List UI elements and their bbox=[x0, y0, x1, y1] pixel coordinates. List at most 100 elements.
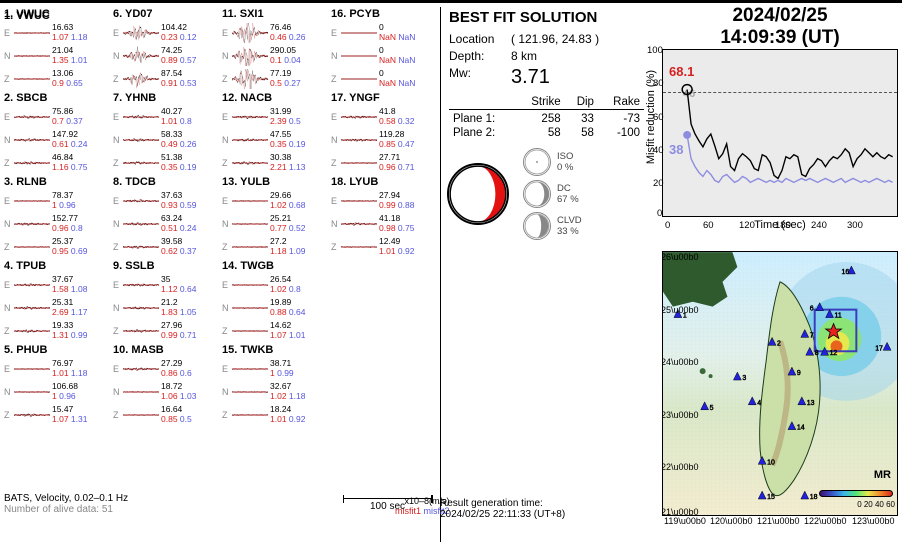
trace-row-5-Z[interactable]: Z 15.47 1.07 1.31 bbox=[4, 403, 112, 426]
trace-waveform-17-Z[interactable] bbox=[341, 153, 377, 173]
trace-waveform-16-E[interactable] bbox=[341, 23, 377, 43]
trace-waveform-11-Z[interactable] bbox=[232, 69, 268, 89]
trace-row-6-E[interactable]: E 104.42 0.23 0.12 bbox=[113, 21, 221, 44]
trace-waveform-18-N[interactable] bbox=[341, 214, 377, 234]
trace-waveform-5-Z[interactable] bbox=[14, 405, 50, 425]
trace-waveform-3-E[interactable] bbox=[14, 191, 50, 211]
trace-row-18-E[interactable]: E 27.94 0.99 0.88 bbox=[331, 189, 439, 212]
trace-row-1-N[interactable]: N 21.04 1.35 1.01 bbox=[4, 44, 112, 67]
trace-waveform-15-Z[interactable] bbox=[232, 405, 268, 425]
trace-waveform-3-N[interactable] bbox=[14, 214, 50, 234]
trace-waveform-17-E[interactable] bbox=[341, 107, 377, 127]
trace-row-16-E[interactable]: E 0 NaN NaN bbox=[331, 21, 439, 44]
trace-row-18-Z[interactable]: Z 12.49 1.01 0.92 bbox=[331, 235, 439, 258]
trace-row-4-E[interactable]: E 37.67 1.58 1.08 bbox=[4, 273, 112, 296]
trace-row-13-E[interactable]: E 29.66 1.02 0.68 bbox=[222, 189, 330, 212]
trace-row-10-Z[interactable]: Z 16.64 0.85 0.5 bbox=[113, 403, 221, 426]
trace-waveform-4-E[interactable] bbox=[14, 275, 50, 295]
trace-waveform-8-N[interactable] bbox=[123, 214, 159, 234]
trace-waveform-2-Z[interactable] bbox=[14, 153, 50, 173]
trace-waveform-8-E[interactable] bbox=[123, 191, 159, 211]
trace-waveform-2-E[interactable] bbox=[14, 107, 50, 127]
trace-waveform-4-Z[interactable] bbox=[14, 321, 50, 341]
trace-waveform-5-E[interactable] bbox=[14, 359, 50, 379]
trace-waveform-2-N[interactable] bbox=[14, 130, 50, 150]
trace-waveform-15-E[interactable] bbox=[232, 359, 268, 379]
trace-waveform-10-E[interactable] bbox=[123, 359, 159, 379]
trace-waveform-1-N[interactable] bbox=[14, 46, 50, 66]
trace-waveform-17-N[interactable] bbox=[341, 130, 377, 150]
trace-row-9-N[interactable]: N 21.2 1.83 1.05 bbox=[113, 296, 221, 319]
trace-waveform-16-Z[interactable] bbox=[341, 69, 377, 89]
trace-row-12-N[interactable]: N 47.55 0.35 0.19 bbox=[222, 128, 330, 151]
trace-waveform-18-Z[interactable] bbox=[341, 237, 377, 257]
trace-waveform-16-N[interactable] bbox=[341, 46, 377, 66]
trace-waveform-7-E[interactable] bbox=[123, 107, 159, 127]
trace-waveform-10-Z[interactable] bbox=[123, 405, 159, 425]
trace-waveform-5-N[interactable] bbox=[14, 382, 50, 402]
trace-row-2-N[interactable]: N 147.92 0.61 0.24 bbox=[4, 128, 112, 151]
trace-row-8-E[interactable]: E 37.63 0.93 0.59 bbox=[113, 189, 221, 212]
trace-row-5-N[interactable]: N 106.68 1 0.96 bbox=[4, 380, 112, 403]
trace-row-1-Z[interactable]: Z 13.06 0.9 0.65 bbox=[4, 67, 112, 90]
trace-row-8-Z[interactable]: Z 39.58 0.62 0.37 bbox=[113, 235, 221, 258]
trace-row-11-N[interactable]: N 290.05 0.1 0.04 bbox=[222, 44, 330, 67]
trace-waveform-9-E[interactable] bbox=[123, 275, 159, 295]
trace-row-12-E[interactable]: E 31.99 2.39 0.5 bbox=[222, 105, 330, 128]
trace-waveform-8-Z[interactable] bbox=[123, 237, 159, 257]
trace-row-15-N[interactable]: N 32.67 1.02 1.18 bbox=[222, 380, 330, 403]
trace-row-12-Z[interactable]: Z 30.38 2.21 1.13 bbox=[222, 151, 330, 174]
trace-row-7-N[interactable]: N 58.33 0.49 0.26 bbox=[113, 128, 221, 151]
trace-row-9-Z[interactable]: Z 27.96 0.99 0.71 bbox=[113, 319, 221, 342]
trace-row-4-Z[interactable]: Z 19.33 1.31 0.99 bbox=[4, 319, 112, 342]
trace-waveform-1-Z[interactable] bbox=[14, 69, 50, 89]
trace-row-3-Z[interactable]: Z 25.37 0.95 0.69 bbox=[4, 235, 112, 258]
trace-row-2-E[interactable]: E 75.86 0.7 0.37 bbox=[4, 105, 112, 128]
trace-row-13-N[interactable]: N 25.21 0.77 0.52 bbox=[222, 212, 330, 235]
trace-waveform-13-E[interactable] bbox=[232, 191, 268, 211]
trace-waveform-6-N[interactable] bbox=[123, 46, 159, 66]
trace-row-6-Z[interactable]: Z 87.54 0.91 0.53 bbox=[113, 67, 221, 90]
trace-row-10-N[interactable]: N 18.72 1.06 1.03 bbox=[113, 380, 221, 403]
trace-row-16-N[interactable]: N 0 NaN NaN bbox=[331, 44, 439, 67]
trace-row-11-E[interactable]: E 76.46 0.46 0.26 bbox=[222, 21, 330, 44]
trace-waveform-12-Z[interactable] bbox=[232, 153, 268, 173]
trace-waveform-18-E[interactable] bbox=[341, 191, 377, 211]
trace-waveform-13-Z[interactable] bbox=[232, 237, 268, 257]
trace-row-1-E[interactable]: E 16.63 1.07 1.18 bbox=[4, 21, 112, 44]
trace-row-17-Z[interactable]: Z 27.71 0.96 0.71 bbox=[331, 151, 439, 174]
trace-waveform-10-N[interactable] bbox=[123, 382, 159, 402]
trace-waveform-11-N[interactable] bbox=[232, 46, 268, 66]
trace-waveform-14-Z[interactable] bbox=[232, 321, 268, 341]
trace-waveform-12-N[interactable] bbox=[232, 130, 268, 150]
trace-row-2-Z[interactable]: Z 46.84 1.16 0.75 bbox=[4, 151, 112, 174]
trace-row-4-N[interactable]: N 25.31 2.69 1.17 bbox=[4, 296, 112, 319]
trace-waveform-9-N[interactable] bbox=[123, 298, 159, 318]
trace-waveform-4-N[interactable] bbox=[14, 298, 50, 318]
trace-row-5-E[interactable]: E 76.97 1.01 1.18 bbox=[4, 357, 112, 380]
trace-waveform-9-Z[interactable] bbox=[123, 321, 159, 341]
trace-row-16-Z[interactable]: Z 0 NaN NaN bbox=[331, 67, 439, 90]
trace-waveform-7-N[interactable] bbox=[123, 130, 159, 150]
trace-row-7-Z[interactable]: Z 51.38 0.35 0.19 bbox=[113, 151, 221, 174]
trace-row-18-N[interactable]: N 41.18 0.98 0.75 bbox=[331, 212, 439, 235]
trace-row-14-E[interactable]: E 26.54 1.02 0.8 bbox=[222, 273, 330, 296]
trace-row-17-E[interactable]: E 41.8 0.58 0.32 bbox=[331, 105, 439, 128]
trace-waveform-3-Z[interactable] bbox=[14, 237, 50, 257]
trace-row-17-N[interactable]: N 119.28 0.85 0.47 bbox=[331, 128, 439, 151]
trace-row-11-Z[interactable]: Z 77.19 0.5 0.27 bbox=[222, 67, 330, 90]
trace-row-10-E[interactable]: E 27.29 0.86 0.6 bbox=[113, 357, 221, 380]
trace-row-8-N[interactable]: N 63.24 0.51 0.24 bbox=[113, 212, 221, 235]
trace-row-6-N[interactable]: N 74.25 0.89 0.57 bbox=[113, 44, 221, 67]
trace-waveform-6-E[interactable] bbox=[123, 23, 159, 43]
trace-waveform-12-E[interactable] bbox=[232, 107, 268, 127]
trace-waveform-15-N[interactable] bbox=[232, 382, 268, 402]
trace-row-13-Z[interactable]: Z 27.2 1.18 1.09 bbox=[222, 235, 330, 258]
trace-waveform-11-E[interactable] bbox=[232, 23, 268, 43]
trace-waveform-14-N[interactable] bbox=[232, 298, 268, 318]
trace-waveform-1-E[interactable] bbox=[14, 23, 50, 43]
trace-waveform-6-Z[interactable] bbox=[123, 69, 159, 89]
trace-row-15-E[interactable]: E 38.71 1 0.99 bbox=[222, 357, 330, 380]
trace-row-3-E[interactable]: E 78.37 1 0.96 bbox=[4, 189, 112, 212]
trace-waveform-14-E[interactable] bbox=[232, 275, 268, 295]
